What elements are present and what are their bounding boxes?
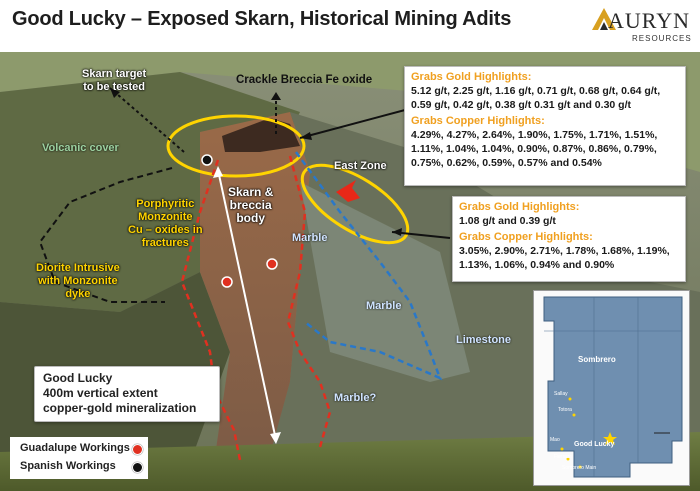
box1-assay-highlights: Grabs Gold Highlights: 5.12 g/t, 2.25 g/…: [404, 66, 686, 186]
vertical-extent-line: [217, 169, 277, 441]
east-zone-label: East Zone: [334, 160, 387, 172]
legend-guadalupe-label: Guadalupe Workings: [20, 442, 130, 454]
east-zone-red-arrow: [336, 180, 360, 202]
workings-legend: Guadalupe Workings Spanish Workings: [10, 437, 148, 479]
good-lucky-star-icon: [603, 432, 617, 445]
box1-connector: [299, 109, 406, 139]
inset-good-lucky-label: Good Lucky: [574, 441, 615, 448]
skarn-breccia-label: Skarn & breccia body: [228, 185, 274, 225]
inset-small-label: Fierrazo: [554, 454, 573, 460]
inset-location-map: Sombrero Good Lucky Sallay Totora Mao Fi…: [533, 290, 690, 486]
logo-mountain-icon: [592, 8, 616, 30]
spanish-swatch-icon: [132, 462, 143, 473]
box2-copper-title: Grabs Copper Highlights:: [459, 231, 593, 243]
guadalupe-working-marker: [221, 276, 233, 288]
good-lucky-line3: copper-gold mineralization: [43, 401, 197, 415]
marble-label-1: Marble: [292, 232, 328, 244]
inset-small-label: Sallay: [554, 391, 568, 397]
box1-gold-text: 5.12 g/t, 2.25 g/t, 1.16 g/t, 0.71 g/t, …: [411, 85, 661, 111]
red-dashed-boundary-left: [180, 159, 242, 461]
extent-arrowhead-bottom: [270, 432, 281, 444]
skarn-target-label: Skarn target to be tested: [82, 68, 147, 93]
east-zone-ellipse: [300, 163, 410, 245]
extent-arrowhead-top: [213, 166, 223, 178]
box2-gold-title: Grabs Gold Highlights:: [459, 201, 580, 213]
limestone-label: Limestone: [456, 334, 512, 346]
marble-label-3: Marble?: [334, 392, 377, 404]
box2-assay-highlights: Grabs Gold Highlights: 1.08 g/t and 0.39…: [452, 196, 686, 282]
page-title: Good Lucky – Exposed Skarn, Historical M…: [12, 8, 512, 30]
porphyritic-label: Porphyritic Monzonite Cu – oxides in fra…: [128, 198, 203, 249]
target-arrow-left: [109, 87, 185, 153]
box2-connector: [391, 231, 451, 239]
auryn-logo: AURYN RESOURCES: [590, 2, 692, 48]
inset-map-svg: [534, 291, 689, 485]
blue-dashed-marble-boundary: [294, 151, 443, 381]
red-dashed-boundary-right: [286, 155, 332, 448]
annotation-overlay: [38, 87, 451, 461]
logo-sub: RESOURCES: [632, 34, 692, 43]
volcanic-cover-label: Volcanic cover: [42, 142, 119, 154]
box2-gold-text: 1.08 g/t and 0.39 g/t: [459, 215, 556, 227]
box3-good-lucky-callout: Good Lucky 400m vertical extent copper-g…: [34, 366, 220, 422]
box1-copper-text: 4.29%, 4.27%, 2.64%, 1.90%, 1.75%, 1.71%…: [411, 129, 658, 169]
crackle-zone-ellipse: [166, 114, 306, 178]
inset-small-label: Sombrero Main: [562, 465, 597, 471]
target-arrowhead-left: [110, 88, 120, 98]
inset-sombrero-label: Sombrero: [578, 355, 616, 364]
box2-copper-text: 3.05%, 2.90%, 2.71%, 1.78%, 1.68%, 1.19%…: [459, 245, 670, 271]
box1-copper-title: Grabs Copper Highlights:: [411, 115, 545, 127]
black-dashed-diorite-boundary: [38, 167, 173, 303]
marble-label-2: Marble: [366, 300, 402, 312]
diorite-label: Diorite Intrusive with Monzonite dyke: [36, 262, 120, 300]
box2-connector-head: [392, 228, 402, 236]
logo-word: AURYN: [608, 8, 691, 33]
legend-spanish-label: Spanish Workings: [20, 460, 116, 472]
crackle-breccia-label: Crackle Breccia Fe oxide: [236, 74, 373, 86]
box1-connector-head: [300, 132, 312, 140]
guadalupe-swatch-icon: [132, 444, 143, 455]
spanish-working-marker: [201, 154, 213, 166]
header: Good Lucky – Exposed Skarn, Historical M…: [0, 0, 700, 52]
good-lucky-line2: 400m vertical extent: [43, 386, 158, 400]
box1-gold-title: Grabs Gold Highlights:: [411, 71, 532, 83]
target-arrowhead-right: [271, 92, 281, 100]
good-lucky-line1: Good Lucky: [43, 371, 113, 385]
guadalupe-working-marker: [266, 258, 278, 270]
inset-small-label: Totora: [558, 407, 572, 413]
inset-small-label: Mao: [550, 437, 560, 443]
